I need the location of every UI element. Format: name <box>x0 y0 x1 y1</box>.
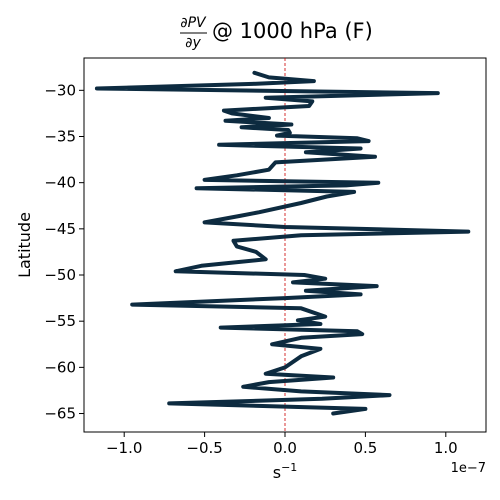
x-tick-label: −0.5 <box>186 439 222 457</box>
x-axis-label: s−1 <box>273 461 298 482</box>
x-tick-label: 0.0 <box>273 439 297 457</box>
series-line <box>94 70 471 416</box>
y-tick-label: −30 <box>44 81 76 99</box>
y-axis-ticks: −30 −35 −40 −45 −50 −55 −60 −65 <box>44 81 84 423</box>
y-tick-label: −50 <box>44 266 76 284</box>
chart-title: ∂PV ∂y @ 1000 hPa (F) <box>180 15 373 51</box>
x-axis-offset-label: 1e−7 <box>451 461 486 476</box>
y-tick-label: −60 <box>44 358 76 376</box>
title-denominator: ∂y <box>185 35 201 51</box>
y-tick-label: −35 <box>44 127 76 145</box>
y-tick-label: −40 <box>44 174 76 192</box>
y-axis-label: Latitude <box>15 212 34 278</box>
y-tick-label: −65 <box>44 405 76 423</box>
title-text: @ 1000 hPa (F) <box>212 19 373 43</box>
y-tick-label: −45 <box>44 220 76 238</box>
x-tick-label: 1.0 <box>434 439 458 457</box>
x-axis-ticks: −1.0 −0.5 0.0 0.5 1.0 <box>106 432 458 457</box>
y-tick-label: −55 <box>44 312 76 330</box>
title-numerator: ∂PV <box>180 15 207 31</box>
x-tick-label: −1.0 <box>106 439 142 457</box>
x-tick-label: 0.5 <box>353 439 377 457</box>
